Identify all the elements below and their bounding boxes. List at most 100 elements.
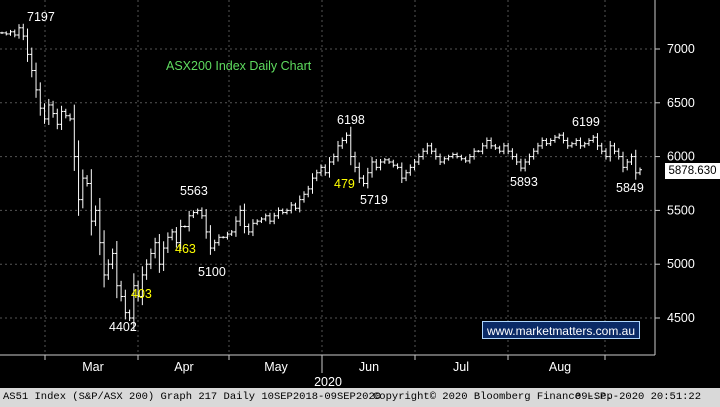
annotation-label: 5893 <box>510 175 538 189</box>
ohlc-bar <box>467 153 472 164</box>
ohlc-bar <box>599 142 604 155</box>
ohlc-bar <box>153 237 158 259</box>
ohlc-bar <box>446 154 451 161</box>
x-tick-label: Jul <box>453 360 469 374</box>
ohlc-bar <box>395 163 400 170</box>
ohlc-bar <box>221 236 226 239</box>
ohlc-bar <box>578 137 583 149</box>
ohlc-bar <box>310 173 315 194</box>
ohlc-bar <box>161 241 166 271</box>
ohlc-bar <box>199 207 204 219</box>
ohlc-bar <box>259 217 264 224</box>
y-tick-label: 5500 <box>667 203 695 217</box>
ohlc-bar <box>506 142 511 155</box>
annotation-label: 4402 <box>109 320 137 334</box>
annotation-label: 7197 <box>27 10 55 24</box>
ohlc-bar <box>365 167 370 189</box>
ohlc-bar <box>306 185 311 198</box>
ohlc-bar <box>289 202 294 214</box>
ohlc-bar <box>616 148 621 160</box>
ohlc-bar <box>280 208 285 215</box>
annotations: 7197 5563 6198 6199 4402 5100 5719 5893 5849 403 4… <box>27 10 644 334</box>
ohlc-bar <box>102 230 107 288</box>
ohlc-bar <box>38 82 43 116</box>
ohlc-bar <box>544 138 549 146</box>
ohlc-bar <box>242 203 247 234</box>
ohlc-bar <box>331 153 336 165</box>
ohlc-bar <box>76 140 81 216</box>
annotation-label: 5563 <box>180 184 208 198</box>
ohlc-bar <box>472 148 477 160</box>
x-tick-label: Jun <box>359 360 379 374</box>
ohlc-bar <box>527 153 532 165</box>
ohlc-bar <box>319 164 323 176</box>
annotation-label: 463 <box>175 242 196 256</box>
y-axis-ticks: 4500 5000 5500 6000 6500 7000 <box>655 42 695 325</box>
x-tick-label: Aug <box>549 360 571 374</box>
ohlc-bar <box>144 259 149 280</box>
ohlc-bar <box>89 169 94 236</box>
ohlc-bar <box>267 212 272 225</box>
ohlc-bar <box>484 137 489 149</box>
annotation-label: 479 <box>334 177 355 191</box>
ohlc-bar <box>493 143 498 150</box>
ohlc-bar <box>518 158 523 172</box>
ohlc-bar <box>348 126 353 166</box>
ohlc-bar <box>327 157 332 178</box>
ohlc-bar <box>25 28 30 62</box>
ohlc-bar <box>42 103 47 124</box>
ohlc-bar <box>608 140 613 162</box>
ohlc-bar <box>272 212 277 225</box>
ohlc-bar <box>455 152 460 159</box>
footer-security-info: AS51 Index (S&P/ASX 200) Graph 217 Daily… <box>3 391 382 403</box>
ohlc-bar <box>378 158 383 171</box>
x-tick-label: Mar <box>82 360 104 374</box>
ohlc-bar <box>72 104 77 171</box>
ohlc-bar <box>212 239 217 252</box>
ohlc-bar <box>119 280 124 302</box>
ohlc-bar <box>408 164 413 176</box>
ohlc-bar <box>63 108 68 119</box>
ohlc-bar <box>97 197 102 256</box>
ohlc-bar <box>165 232 170 253</box>
ohlc-bar <box>140 266 145 306</box>
y-tick-label: 6500 <box>667 96 695 110</box>
ohlc-bar <box>195 208 200 215</box>
ohlc-bar <box>148 248 153 270</box>
ohlc-bar <box>510 148 515 160</box>
ohlc-bar <box>136 280 141 302</box>
ohlc-bar <box>12 29 17 38</box>
watermark-link[interactable]: www.marketmatters.com.au <box>482 321 640 339</box>
ohlc-bar <box>170 228 175 241</box>
ohlc-bar <box>59 105 64 130</box>
ohlc-bar <box>297 195 302 213</box>
ohlc-bar <box>633 149 638 180</box>
x-tick-label: May <box>264 360 288 374</box>
ohlc-bar <box>85 175 90 187</box>
ohlc-bar <box>178 219 183 250</box>
x-axis-ticks: Mar Apr May Jun Jul Aug 2020 <box>44 355 606 389</box>
ohlc-bar <box>34 62 39 98</box>
ohlc-bar <box>582 141 587 148</box>
ohlc-bar <box>514 153 519 165</box>
ohlc-bar <box>391 159 396 168</box>
ohlc-bar <box>263 213 268 222</box>
ohlc-bar <box>131 273 136 331</box>
ohlc-bar <box>21 23 26 41</box>
ohlc-bar <box>374 158 379 171</box>
ohlc-bar <box>425 142 430 155</box>
ohlc-bar <box>531 148 536 160</box>
ohlc-bar <box>353 151 358 173</box>
ohlc-bar <box>557 133 562 140</box>
ohlc-bar <box>421 148 426 160</box>
ohlc-bar <box>523 158 528 172</box>
ohlc-bar <box>489 137 494 149</box>
ohlc-bar <box>68 113 73 122</box>
ohlc-bar <box>29 47 34 78</box>
ohlc-bar <box>106 259 111 280</box>
ohlc-bar <box>591 134 596 143</box>
ohlc-bar <box>565 137 570 149</box>
ohlc-bar <box>46 98 51 125</box>
price-series <box>0 23 642 331</box>
ohlc-bar <box>127 309 132 322</box>
